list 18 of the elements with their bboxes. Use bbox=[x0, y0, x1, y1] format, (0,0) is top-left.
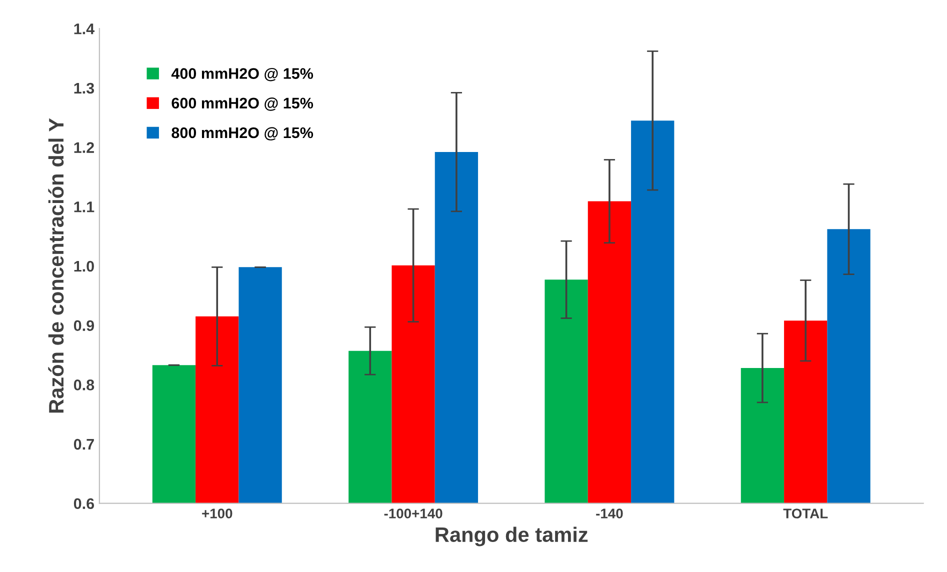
y-tick-label: 1.3 bbox=[74, 82, 94, 94]
x-axis-title: Rango de tamiz bbox=[436, 526, 588, 546]
x-tick-label: +100 bbox=[202, 508, 232, 518]
y-tick-label: 0.6 bbox=[74, 498, 94, 510]
y-tick-label: 1.1 bbox=[74, 202, 94, 212]
y-tick-label: 0.7 bbox=[74, 438, 94, 450]
legend-label: 400 mmH2O @ 15% bbox=[171, 68, 314, 82]
y-tick-label: 1.0 bbox=[74, 260, 94, 272]
legend-label: 800 mmH2O @ 15% bbox=[172, 127, 314, 140]
x-tick-label: TOTAL bbox=[783, 508, 828, 518]
y-tick-label: 1.4 bbox=[74, 24, 94, 34]
x-tick-label: -100+140 bbox=[384, 508, 442, 518]
x-tick-label: -140 bbox=[596, 508, 623, 518]
y-tick-label: 0.8 bbox=[74, 380, 94, 390]
y-tick-label: 0.9 bbox=[74, 320, 94, 332]
y-axis-title: Razón de concentración del Y bbox=[48, 118, 64, 413]
legend-label: 600 mmH2O @ 15% bbox=[172, 98, 314, 111]
y-tick-label: 1.2 bbox=[74, 142, 94, 153]
